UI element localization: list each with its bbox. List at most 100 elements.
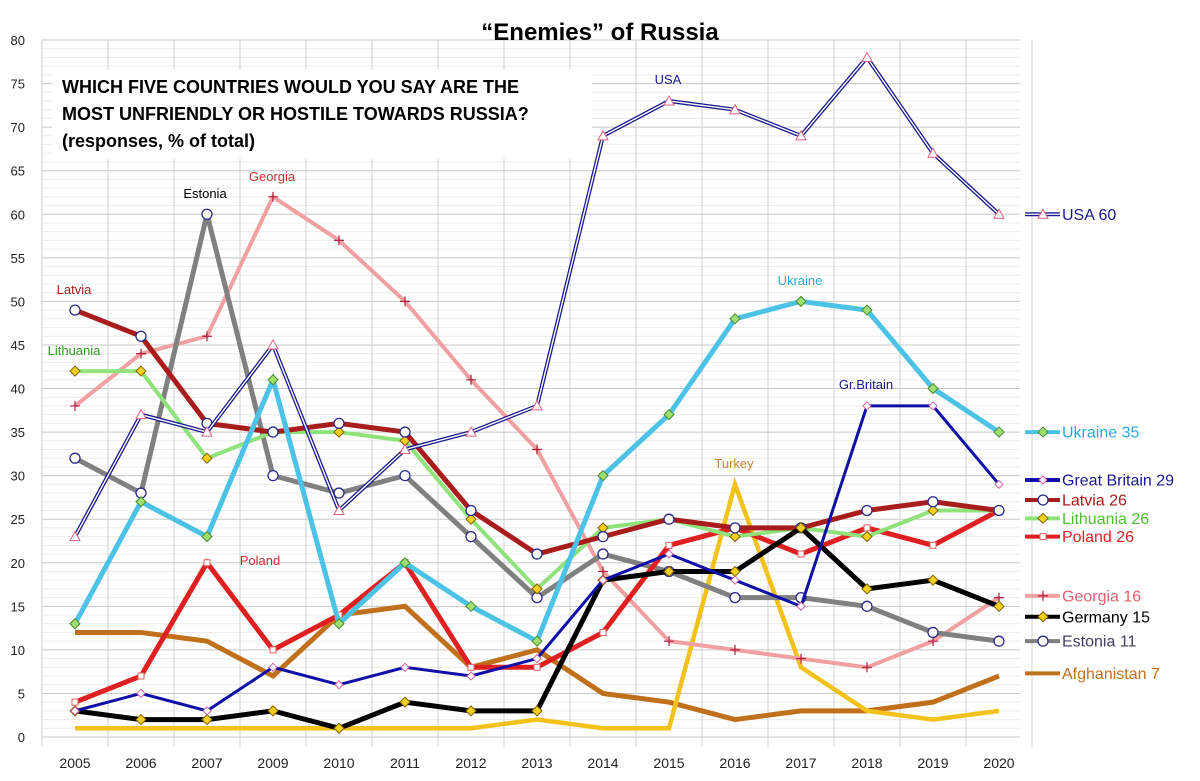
data-point-diamond	[928, 401, 938, 411]
legend-label: Georgia 16	[1062, 588, 1141, 605]
data-point-diamond	[135, 365, 147, 377]
legend-item: Georgia 16	[1025, 588, 1141, 605]
x-tick-label: 2017	[785, 755, 816, 771]
legend-item: Poland 26	[1025, 529, 1134, 546]
data-point-diamond	[69, 365, 81, 377]
data-point-diamond	[597, 469, 609, 482]
y-tick-label: 60	[11, 207, 25, 222]
data-point-square	[269, 646, 277, 654]
x-tick-label: 2014	[587, 755, 618, 771]
legend-item: Lithuania 26	[1025, 511, 1149, 528]
x-tick-label: 2010	[323, 755, 354, 771]
legend-label: Lithuania 26	[1062, 511, 1149, 528]
data-point-circle	[597, 548, 609, 560]
data-point-circle	[69, 304, 81, 316]
chart-title: “Enemies” of Russia	[481, 19, 719, 46]
legend-item: Estonia 11	[1025, 634, 1137, 651]
data-point-triangle	[729, 103, 741, 115]
y-tick-label: 35	[11, 425, 25, 440]
data-point-diamond	[663, 408, 675, 421]
y-tick-label: 30	[11, 469, 25, 484]
data-point-plus	[400, 296, 410, 307]
data-point-diamond	[994, 479, 1004, 490]
y-tick-label: 55	[11, 251, 25, 266]
data-point-diamond	[1037, 512, 1049, 525]
legend-label: USA 60	[1062, 207, 1116, 224]
legend-label: Ukraine 35	[1062, 425, 1139, 442]
data-point-triangle	[135, 408, 147, 420]
y-tick-label: 20	[11, 556, 25, 571]
data-point-plus	[1038, 590, 1048, 601]
data-point-diamond	[400, 662, 410, 673]
data-point-diamond	[70, 706, 80, 716]
data-point-square	[137, 672, 145, 680]
x-tick-label: 2011	[390, 755, 420, 771]
data-point-triangle	[267, 338, 279, 350]
data-point-circle	[597, 530, 609, 543]
annotation-poland: Poland	[240, 553, 280, 568]
data-point-triangle	[201, 426, 213, 437]
data-point-circle	[333, 417, 345, 430]
x-tick-label: 2005	[59, 755, 90, 771]
data-point-circle	[1037, 494, 1049, 506]
data-point-triangle	[927, 147, 939, 158]
annotations: USA Ukraine Gr.Britain Latvia Lithuania Polan…	[48, 72, 893, 568]
data-point-plus	[796, 653, 806, 664]
data-point-circle	[531, 548, 543, 560]
data-point-circle	[267, 426, 279, 438]
data-point-diamond	[531, 583, 543, 595]
data-point-circle	[267, 469, 279, 482]
data-point-diamond	[729, 530, 741, 543]
data-point-square	[467, 663, 475, 671]
x-tick-label: 2009	[257, 755, 288, 771]
data-point-plus	[202, 331, 212, 342]
question-line-2: MOST UNFRIENDLY OR HOSTILE TOWARDS RUSSI…	[62, 104, 529, 124]
data-point-triangle	[531, 399, 543, 411]
data-point-diamond	[399, 696, 411, 708]
data-point-diamond	[465, 600, 477, 613]
data-point-diamond	[465, 705, 477, 717]
data-point-plus	[136, 348, 146, 359]
annotation-estonia: Estonia	[183, 186, 227, 201]
data-point-circle	[399, 469, 411, 482]
data-point-diamond	[466, 671, 476, 681]
series-estonia	[69, 208, 1005, 647]
data-point-diamond	[927, 574, 939, 586]
data-point-diamond	[927, 382, 939, 395]
series-lines	[69, 51, 1005, 734]
y-axis: 0 5 10 15 20 25 30 35 40 45 50 55 60 65 70 75 80	[11, 33, 25, 745]
data-point-triangle	[993, 208, 1005, 219]
x-tick-label: 2012	[455, 755, 486, 771]
x-tick-label: 2020	[983, 755, 1014, 771]
data-point-diamond	[333, 722, 345, 734]
x-tick-label: 2007	[191, 755, 222, 771]
x-tick-label: 2013	[521, 755, 552, 771]
data-point-diamond	[993, 426, 1005, 438]
data-point-square	[71, 698, 79, 706]
data-point-diamond	[267, 374, 279, 386]
data-point-diamond	[862, 401, 872, 411]
data-point-diamond	[465, 513, 477, 525]
data-point-circle	[927, 626, 939, 639]
x-tick-label: 2018	[851, 755, 882, 771]
data-point-diamond	[333, 426, 345, 438]
series-line	[75, 603, 1000, 723]
data-point-triangle	[69, 530, 81, 542]
data-point-circle	[399, 426, 411, 438]
data-point-plus	[862, 662, 872, 673]
data-point-diamond	[201, 452, 213, 464]
legend-item: Afghanistan 7	[1025, 666, 1160, 683]
data-point-triangle	[333, 504, 345, 515]
data-point-triangle	[597, 129, 609, 141]
data-point-plus	[70, 400, 80, 411]
data-point-diamond	[663, 565, 675, 578]
data-point-circle	[993, 635, 1005, 647]
series-ukraine	[69, 295, 1005, 647]
data-point-plus	[268, 191, 278, 202]
y-tick-label: 0	[18, 730, 25, 745]
data-point-diamond	[1037, 426, 1049, 438]
x-tick-label: 2006	[125, 755, 156, 771]
y-tick-label: 70	[11, 120, 25, 135]
data-point-square	[929, 541, 937, 549]
